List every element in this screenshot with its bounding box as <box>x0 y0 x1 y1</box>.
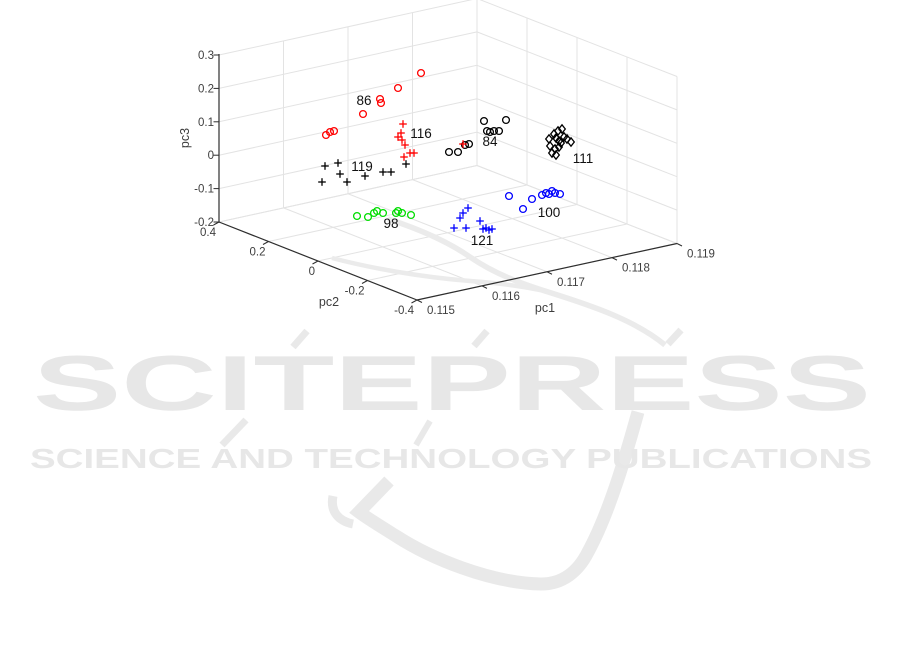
tick-label: 0 <box>309 266 315 278</box>
data-point <box>485 127 495 137</box>
watermark: SCITEPRESS SCIENCE AND TECHNOLOGY PUBLIC… <box>30 216 872 591</box>
tick-label: -0.2 <box>194 217 214 229</box>
data-point <box>352 211 362 221</box>
cluster-label-84: 84 <box>482 134 498 149</box>
watermark-subtitle: SCIENCE AND TECHNOLOGY PUBLICATIONS <box>30 443 872 474</box>
data-point <box>556 137 566 149</box>
data-point <box>406 210 416 220</box>
data-point <box>551 149 561 161</box>
cluster-label-119: 119 <box>351 159 373 174</box>
tick-label: 0.118 <box>622 263 650 275</box>
axes <box>213 54 683 304</box>
cluster-label-98: 98 <box>383 216 398 231</box>
data-point <box>557 123 567 135</box>
data-point <box>547 147 557 159</box>
watermark-accent-slash <box>413 419 433 447</box>
data-point <box>566 136 576 148</box>
tick-label: -0.2 <box>345 286 365 298</box>
cluster-label-121: 121 <box>471 233 494 248</box>
data-point <box>378 208 388 218</box>
watermark-accent-slash <box>471 328 490 349</box>
watermark-swoosh-curl <box>327 495 355 529</box>
tick-label: 0.117 <box>557 277 585 289</box>
data-point <box>494 126 504 136</box>
watermark-swoosh-upper-inner <box>331 255 541 293</box>
cluster-label-100: 100 <box>538 205 561 220</box>
watermark-accent-slash <box>219 417 249 448</box>
data-point <box>358 109 368 119</box>
cluster-116 <box>394 120 418 161</box>
cluster-86 <box>321 68 426 140</box>
data-point <box>325 127 335 137</box>
cluster-98 <box>352 206 416 222</box>
data-point <box>444 147 454 157</box>
tick-label: 0.4 <box>200 227 217 239</box>
data-point <box>545 140 555 152</box>
plot-grid <box>218 0 678 301</box>
data-point <box>329 126 339 136</box>
tick-label: -0.4 <box>394 305 414 317</box>
watermark-swoosh-lower <box>349 410 645 591</box>
data-point <box>554 141 564 153</box>
tick-label: 0.2 <box>250 247 266 259</box>
plot-content: 0.30.20.10-0.1-0.20.40.20-0.2-0.4 0.1150.… <box>178 50 715 317</box>
watermark-title: SCITEPRESS <box>33 339 871 427</box>
data-point <box>527 194 537 204</box>
data-point <box>376 98 386 108</box>
watermark-swoosh-upper <box>387 216 667 348</box>
cluster-100 <box>504 186 565 214</box>
data-point <box>555 189 565 199</box>
cluster-84 <box>444 115 511 157</box>
data-point <box>518 204 528 214</box>
data-point <box>363 212 373 222</box>
cluster-121 <box>450 204 496 234</box>
tick-label: 0.1 <box>198 117 214 129</box>
cluster-outlier <box>459 140 467 148</box>
data-point <box>550 188 560 198</box>
cluster-label-86: 86 <box>356 93 371 108</box>
cluster-label-116: 116 <box>410 126 432 141</box>
data-point <box>416 68 426 78</box>
watermark-accent-slash <box>290 328 310 350</box>
tick-label: 0.116 <box>492 291 520 303</box>
watermark-accent-slash <box>665 327 684 347</box>
data-point <box>393 206 403 216</box>
data-point <box>562 133 572 145</box>
data-point <box>375 94 385 104</box>
data-point <box>489 126 499 136</box>
tick-label: 0.115 <box>427 305 455 317</box>
axis-label-pc1: pc1 <box>535 301 555 315</box>
data-point <box>460 140 470 150</box>
data-point <box>544 133 554 145</box>
axis-label-pc3: pc3 <box>178 128 192 148</box>
cluster-label-111: 111 <box>573 151 594 166</box>
axis-label-pc2: pc2 <box>319 295 339 309</box>
cluster-111 <box>544 123 576 161</box>
data-point <box>553 125 563 137</box>
data-point <box>479 116 489 126</box>
data-point <box>391 208 401 218</box>
tick-label: -0.1 <box>194 184 214 196</box>
data-point <box>393 83 403 93</box>
tick-label: 0 <box>208 150 214 162</box>
data-point <box>397 208 407 218</box>
tick-label: 0.119 <box>687 249 715 261</box>
data-point <box>453 147 463 157</box>
cluster-119 <box>318 159 410 186</box>
data-point <box>501 115 511 125</box>
tick-label: 0.2 <box>198 83 214 95</box>
tick-label: 0.3 <box>198 50 214 62</box>
data-point <box>504 191 514 201</box>
